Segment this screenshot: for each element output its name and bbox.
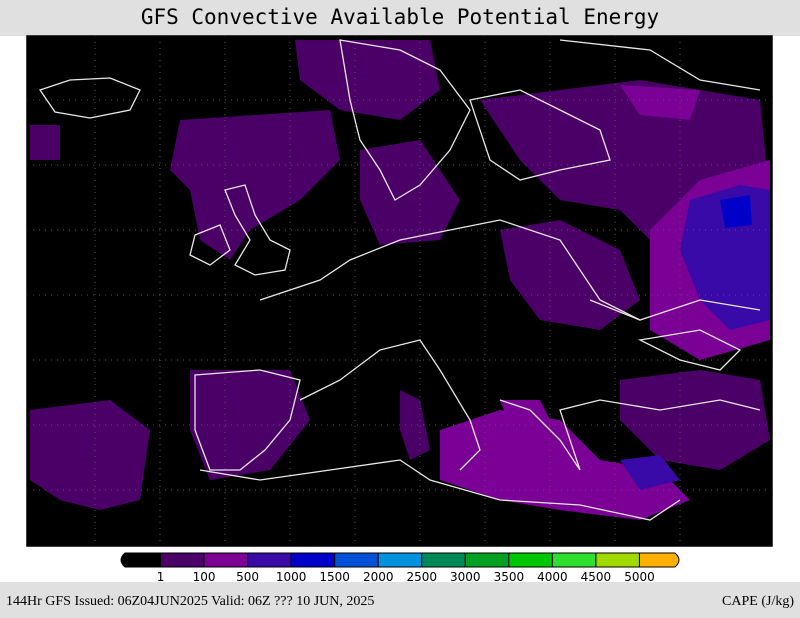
colorbar-segment	[377, 552, 423, 568]
colorbar-label: 5000	[624, 570, 655, 584]
colorbar-segment	[508, 552, 553, 568]
cape-peak	[720, 195, 752, 228]
colorbar-label: 500	[236, 570, 259, 584]
colorbar-label: 100	[193, 570, 216, 584]
colorbar-segment	[247, 552, 292, 568]
colorbar-segment	[551, 552, 597, 568]
title: GFS Convective Available Potential Energ…	[141, 5, 659, 29]
map-frame	[26, 35, 773, 547]
title-bar	[0, 0, 800, 36]
colorbar: 1 100 500 1000 1500 2000 2500 3000 3500 4000 4500 5…	[120, 552, 680, 584]
colorbar-segment	[334, 552, 379, 568]
colorbar-segment	[160, 552, 205, 568]
coastlines	[38, 39, 761, 521]
colorbar-segment	[290, 552, 336, 568]
colorbar-label: 2500	[406, 570, 437, 584]
colorbar-segment	[595, 552, 640, 568]
colorbar-segment	[203, 552, 249, 568]
colorbar-segment	[464, 552, 510, 568]
colorbar-label: 2000	[363, 570, 394, 584]
map	[26, 35, 773, 547]
footer-left: 144Hr GFS Issued: 06Z04JUN2025 Valid: 06…	[6, 594, 374, 609]
colorbar-segment	[638, 552, 680, 568]
colorbar-segment	[421, 552, 466, 568]
footer-right: CAPE (J/kg)	[722, 594, 794, 609]
colorbar-label: 1	[157, 570, 165, 584]
colorbar-label: 3000	[450, 570, 481, 584]
footer-bar	[0, 582, 800, 618]
colorbar-label: 4000	[537, 570, 568, 584]
colorbar-label: 1500	[319, 570, 350, 584]
colorbar-label: 4500	[581, 570, 612, 584]
graticule	[27, 36, 772, 546]
colorbar-segment	[120, 552, 162, 568]
colorbar-label: 1000	[276, 570, 307, 584]
colorbar-label: 3500	[494, 570, 525, 584]
